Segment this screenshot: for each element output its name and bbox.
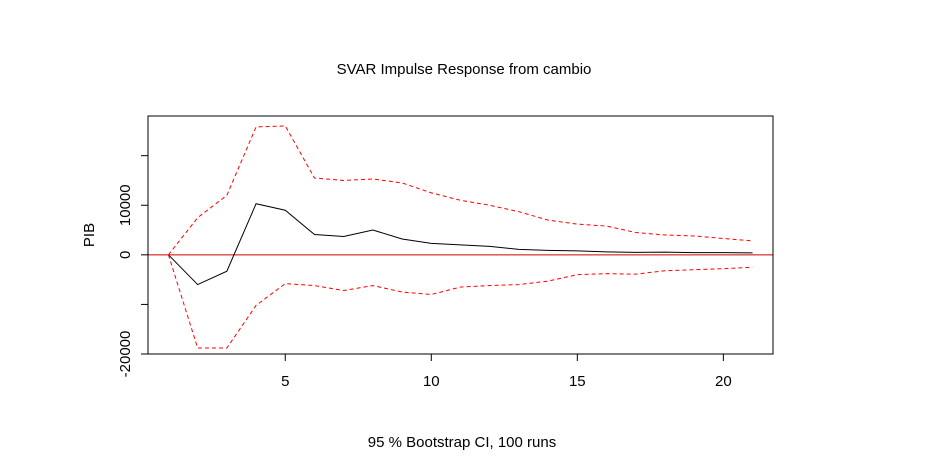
upper-ci-line	[168, 125, 753, 256]
response-line	[168, 203, 753, 286]
y-tick-label: -20000	[117, 331, 134, 378]
x-axis-label: 95 % Bootstrap CI, 100 runs	[368, 434, 556, 451]
y-axis-label: PIB	[81, 223, 98, 247]
x-tick-label: 15	[569, 373, 586, 390]
plot-area	[148, 125, 773, 349]
x-tick-label: 10	[423, 373, 440, 390]
chart-title: SVAR Impulse Response from cambio	[337, 61, 592, 78]
x-tick-label: 5	[281, 373, 289, 390]
plot-frame	[147, 115, 774, 355]
y-tick-label: 10000	[117, 184, 134, 226]
x-tick-label: 20	[715, 373, 732, 390]
y-tick-label: 0	[117, 251, 134, 259]
lower-ci-line	[167, 254, 753, 349]
